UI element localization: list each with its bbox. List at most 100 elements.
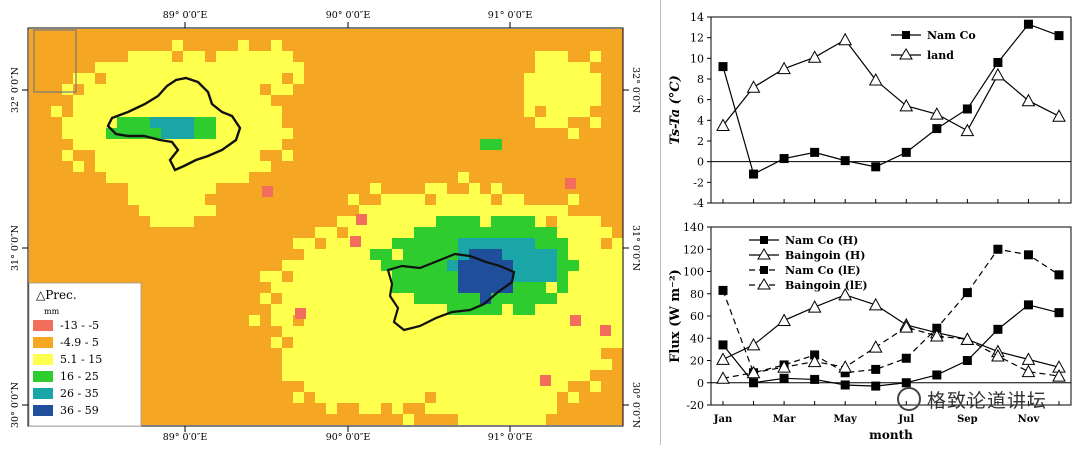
y-tick-label: 100 (683, 266, 704, 279)
data-point-triangle (746, 365, 761, 379)
data-point-square (871, 162, 881, 172)
right-lat-label-31: 31° 0′0″N (630, 225, 641, 271)
data-point-square (840, 156, 850, 166)
data-point-square (749, 378, 759, 388)
data-point-square (1023, 300, 1033, 310)
left-lat-label-31: 31° 0′0″N (10, 225, 21, 271)
data-point-square (718, 285, 728, 295)
data-point-triangle (960, 123, 975, 137)
data-point-triangle (807, 300, 822, 313)
legend-series-name: Baingoin (lE) (785, 279, 868, 292)
top-lon-label-90: 90° 0′0″E (326, 10, 371, 21)
legend-title: △Prec. (36, 288, 77, 302)
left-lat-label-30: 30° 0′0″N (10, 382, 21, 428)
x-tick-label: Sep (957, 414, 978, 425)
data-point-square (962, 356, 972, 365)
data-point-square (901, 353, 911, 363)
data-point-triangle (807, 354, 822, 368)
data-point-square (993, 324, 1003, 334)
data-point-triangle (868, 72, 883, 86)
x-tick-label: May (834, 414, 859, 425)
y-tick-label: 2 (697, 135, 704, 148)
data-point-triangle (991, 67, 1005, 81)
wechat-icon (896, 387, 921, 411)
data-point-square (810, 374, 820, 384)
y-tick-label: 0 (697, 377, 704, 390)
chart-panel: Ts-Ta (°C) -4 -2 0 2 4 6 8 10 12 14 Nam Co land Flu… (660, 0, 1080, 445)
data-point-square (1054, 31, 1064, 41)
watermark-text: 格致论道讲坛 (926, 390, 1047, 412)
data-point-triangle (716, 352, 730, 365)
data-point-square (779, 154, 789, 164)
y-tick-label: 12 (690, 32, 704, 45)
top-chart-frame (710, 16, 1072, 204)
legend-label: -13 - -5 (60, 319, 99, 332)
siling-co-lake-outline (386, 252, 516, 332)
data-point-triangle (960, 332, 975, 345)
y-tick-label: 8 (697, 73, 704, 86)
data-point-triangle (868, 297, 883, 311)
series-line-0 (722, 304, 1060, 387)
series-line-0 (722, 23, 1060, 175)
top-lon-label-89: 89° 0′0″E (163, 10, 208, 21)
right-lat-label-32: 32° 0′0″N (630, 67, 641, 113)
data-point-square (749, 169, 759, 179)
data-point-triangle (746, 337, 761, 351)
legend-label: 5.1 - 15 (60, 353, 102, 366)
y-tick-label: 10 (690, 52, 704, 65)
data-point-square (840, 368, 850, 378)
data-point-triangle (807, 50, 822, 63)
legend-series-name: Baingoin (H) (785, 249, 865, 262)
y-tick-label: 4 (697, 114, 704, 127)
legend-unit: mm (44, 307, 60, 316)
legend-series-name: Nam Co (lE) (785, 264, 861, 277)
data-point-square (962, 288, 972, 298)
legend-series-name: Nam Co (927, 29, 976, 42)
data-point-triangle (899, 320, 914, 333)
y-tick-label: -4 (693, 197, 704, 210)
legend-label: 16 - 25 (60, 370, 99, 383)
data-point-triangle (929, 107, 944, 120)
x-tick-label: Nov (1018, 414, 1041, 425)
data-point-triangle (929, 328, 944, 342)
data-point-triangle (1052, 109, 1066, 122)
bottom-lon-label-91: 91° 0′0″E (488, 432, 533, 443)
legend-swatch (33, 405, 53, 416)
data-point-square (718, 340, 728, 350)
y-tick-label: 80 (690, 288, 704, 301)
x-tick-label: Jan (713, 414, 733, 425)
legend-label: 36 - 59 (60, 404, 99, 417)
data-point-triangle (746, 80, 761, 93)
data-point-triangle (1052, 369, 1066, 382)
data-point-square (1054, 270, 1064, 280)
data-point-triangle (899, 98, 914, 112)
map-inset-box (33, 29, 77, 93)
legend-label: -4.9 - 5 (60, 336, 99, 349)
legend-marker-triangle (757, 278, 771, 290)
legend-marker-square (760, 266, 768, 274)
data-point-triangle (716, 118, 730, 131)
data-point-triangle (838, 287, 853, 301)
y-tick-label: 120 (683, 243, 704, 256)
legend-series-name: land (927, 49, 954, 62)
x-tick-label: Mar (773, 414, 797, 425)
data-point-triangle (1021, 364, 1036, 378)
legend-marker-square (760, 236, 768, 244)
legend-swatch (33, 371, 53, 382)
y-tick-label: 40 (690, 332, 704, 345)
data-point-square (962, 104, 972, 114)
y-tick-label: -20 (686, 399, 704, 412)
data-point-square (1023, 19, 1033, 29)
bottom-chart-xlabel: month (869, 428, 913, 442)
data-point-triangle (838, 32, 853, 46)
data-point-triangle (868, 340, 883, 353)
data-point-square (718, 62, 728, 72)
y-tick-label: 6 (697, 94, 704, 107)
series-line-2 (722, 248, 1060, 374)
legend-label: 26 - 35 (60, 387, 99, 400)
data-point-triangle (716, 371, 730, 384)
y-tick-label: 14 (690, 11, 704, 24)
data-point-triangle (1021, 352, 1036, 365)
data-point-square (993, 244, 1003, 254)
